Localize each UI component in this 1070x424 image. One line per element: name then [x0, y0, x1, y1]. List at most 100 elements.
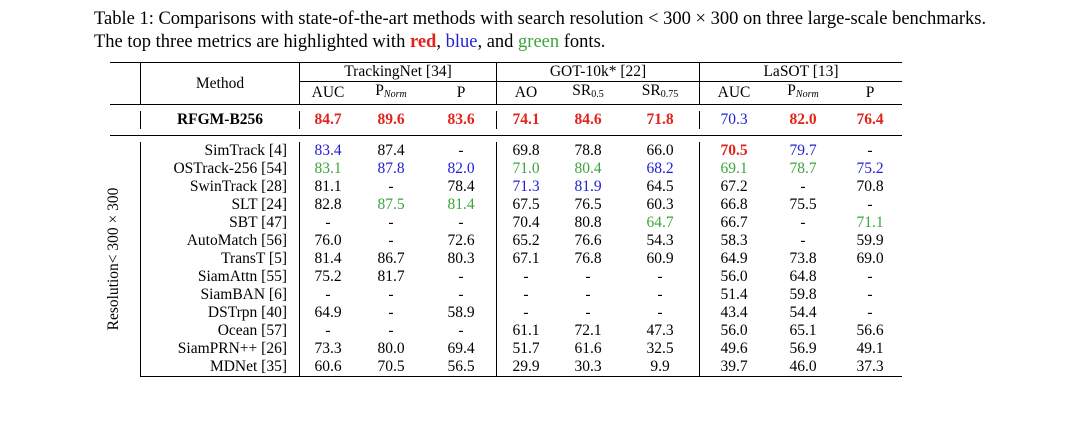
table-cell: 69.1: [720, 160, 748, 177]
sr075-sub: 0.75: [660, 89, 679, 100]
table-cell: 65.1: [789, 322, 817, 339]
table-cell: 59.8: [789, 286, 817, 303]
pnorm-sub: Norm: [383, 89, 407, 100]
table-cell: 49.1: [856, 340, 884, 357]
table-row: MDNet [35] 60.6 70.5 56.5 29.9 30.3 9.9 39.7 46.…: [110, 358, 902, 377]
sr-label: SR: [572, 82, 592, 99]
table-cell: 67.2: [720, 178, 748, 195]
method-name: SimTrack [4]: [140, 142, 300, 160]
method-name: DSTrpn [40]: [140, 304, 300, 322]
table-cell: 67.1: [512, 250, 540, 267]
table-cell: 72.1: [574, 322, 602, 339]
trackingnet-header: TrackingNet [34]: [299, 62, 497, 82]
table-cell: 75.2: [856, 160, 884, 177]
table-cell: -: [585, 268, 591, 285]
table-cell: 68.2: [621, 160, 700, 178]
ours-cell: 74.1: [512, 111, 540, 128]
table-cell: 56.5: [426, 358, 497, 377]
table-cell: 64.5: [621, 178, 700, 196]
table-cell: 66.8: [720, 196, 748, 213]
ours-cell: 84.7: [314, 111, 342, 128]
table-cell: 75.5: [789, 196, 817, 213]
table-cell: 56.0: [720, 268, 748, 285]
table-cell: -: [621, 286, 700, 304]
table-cell: 61.6: [574, 340, 602, 357]
table-row: SBT [47] - - -70.4 80.8 64.7 66.7-71.1: [110, 214, 902, 232]
ours-cell: 82.0: [789, 111, 817, 128]
table-cell: -: [325, 286, 331, 303]
table-cell: 64.9: [720, 250, 748, 267]
table-cell: 30.3: [555, 358, 621, 377]
pnorm-sub: Norm: [795, 89, 819, 100]
table-cell: -: [523, 304, 529, 321]
table-cell: 87.5: [377, 196, 405, 213]
table-cell: -: [585, 304, 591, 321]
ours-cell: 84.6: [574, 111, 602, 128]
table-cell: 43.4: [720, 304, 748, 321]
table-row: Resolution< 300 × 300 SimTrack [4] 83.4 87.…: [105, 142, 902, 331]
table-cell: 78.8: [574, 142, 602, 159]
table-cell: 75.2: [314, 268, 342, 285]
caption-green-word: green: [518, 32, 560, 52]
caption-text: Table 1: Comparisons with state-of-the-a…: [94, 9, 987, 52]
table-cell: -: [388, 214, 394, 231]
table-cell: -: [388, 286, 394, 303]
table-cell: 51.4: [720, 286, 748, 303]
table-row: SiamPRN++ [26] 73.3 80.0 69.4 51.7 61.6 32.5 49…: [110, 340, 902, 358]
table-cell: 67.5: [512, 196, 540, 213]
table-cell: 60.9: [621, 250, 700, 268]
table-cell: -: [388, 304, 394, 321]
table-cell: -: [426, 286, 497, 304]
table-cell: 81.9: [574, 178, 602, 195]
table-row: OSTrack-256 [54] 83.1 87.8 82.0 71.0 80.4 68.2…: [110, 160, 902, 178]
table-cell: 66.7: [720, 214, 748, 231]
table-cell: 69.0: [856, 250, 884, 267]
method-header: Method: [140, 62, 300, 105]
table-cell: 81.4: [314, 250, 342, 267]
caption-red-word: red: [409, 32, 437, 52]
method-name: TransT [5]: [140, 250, 300, 268]
ours-cell: 83.6: [426, 111, 497, 129]
table-cell: 80.0: [377, 340, 405, 357]
table-cell: 76.0: [314, 232, 342, 249]
table-cell: 72.6: [426, 232, 497, 250]
table-cell: 82.8: [314, 196, 342, 213]
table-cell: 54.4: [789, 304, 817, 321]
table-cell: 59.9: [856, 232, 884, 249]
caption-sep: ,: [436, 32, 446, 52]
table-cell: 64.7: [621, 214, 700, 232]
ours-cell: 70.3: [720, 111, 748, 128]
table-cell: -: [800, 232, 806, 249]
pnorm-label: P: [375, 82, 384, 99]
table-cell: 80.8: [574, 214, 602, 231]
table-cell: 87.8: [377, 160, 405, 177]
sr05-sub: 0.5: [591, 89, 604, 100]
table-cell: 71.0: [512, 160, 540, 177]
resolution-group-label: Resolution< 300 × 300: [105, 142, 141, 377]
pnorm-label: P: [787, 82, 796, 99]
table-cell: 71.3: [512, 178, 540, 195]
corner-cell: [110, 111, 141, 129]
sr-label: SR: [641, 82, 661, 99]
table-cell: 70.4: [512, 214, 540, 231]
table-cell: -: [621, 268, 700, 286]
method-name: SLT [24]: [140, 196, 300, 214]
table-cell: 60.3: [621, 196, 700, 214]
table-cell: 64.8: [789, 268, 817, 285]
table-cell: 82.0: [426, 160, 497, 178]
table-cell: -: [426, 322, 497, 340]
table-cell: 73.8: [789, 250, 817, 267]
table-cell: 49.6: [720, 340, 748, 357]
ours-cell: 89.6: [377, 111, 405, 128]
method-name: SBT [47]: [140, 214, 300, 232]
table-cell: 79.7: [789, 142, 817, 159]
col-pnorm: PNorm: [356, 82, 426, 105]
method-name: SiamAttn [55]: [140, 268, 300, 286]
table-cell: 83.1: [314, 160, 342, 177]
comparison-table: Method TrackingNet [34] GOT-10k* [22] La…: [105, 62, 902, 377]
table-cell: -: [388, 322, 394, 339]
table-cell: 80.4: [574, 160, 602, 177]
table-row: TransT [5] 81.4 86.7 80.3 67.1 76.8 60.9 64.9 73…: [110, 250, 902, 268]
caption-suffix: fonts.: [559, 32, 606, 52]
lasot-header: LaSOT [13]: [699, 62, 902, 82]
